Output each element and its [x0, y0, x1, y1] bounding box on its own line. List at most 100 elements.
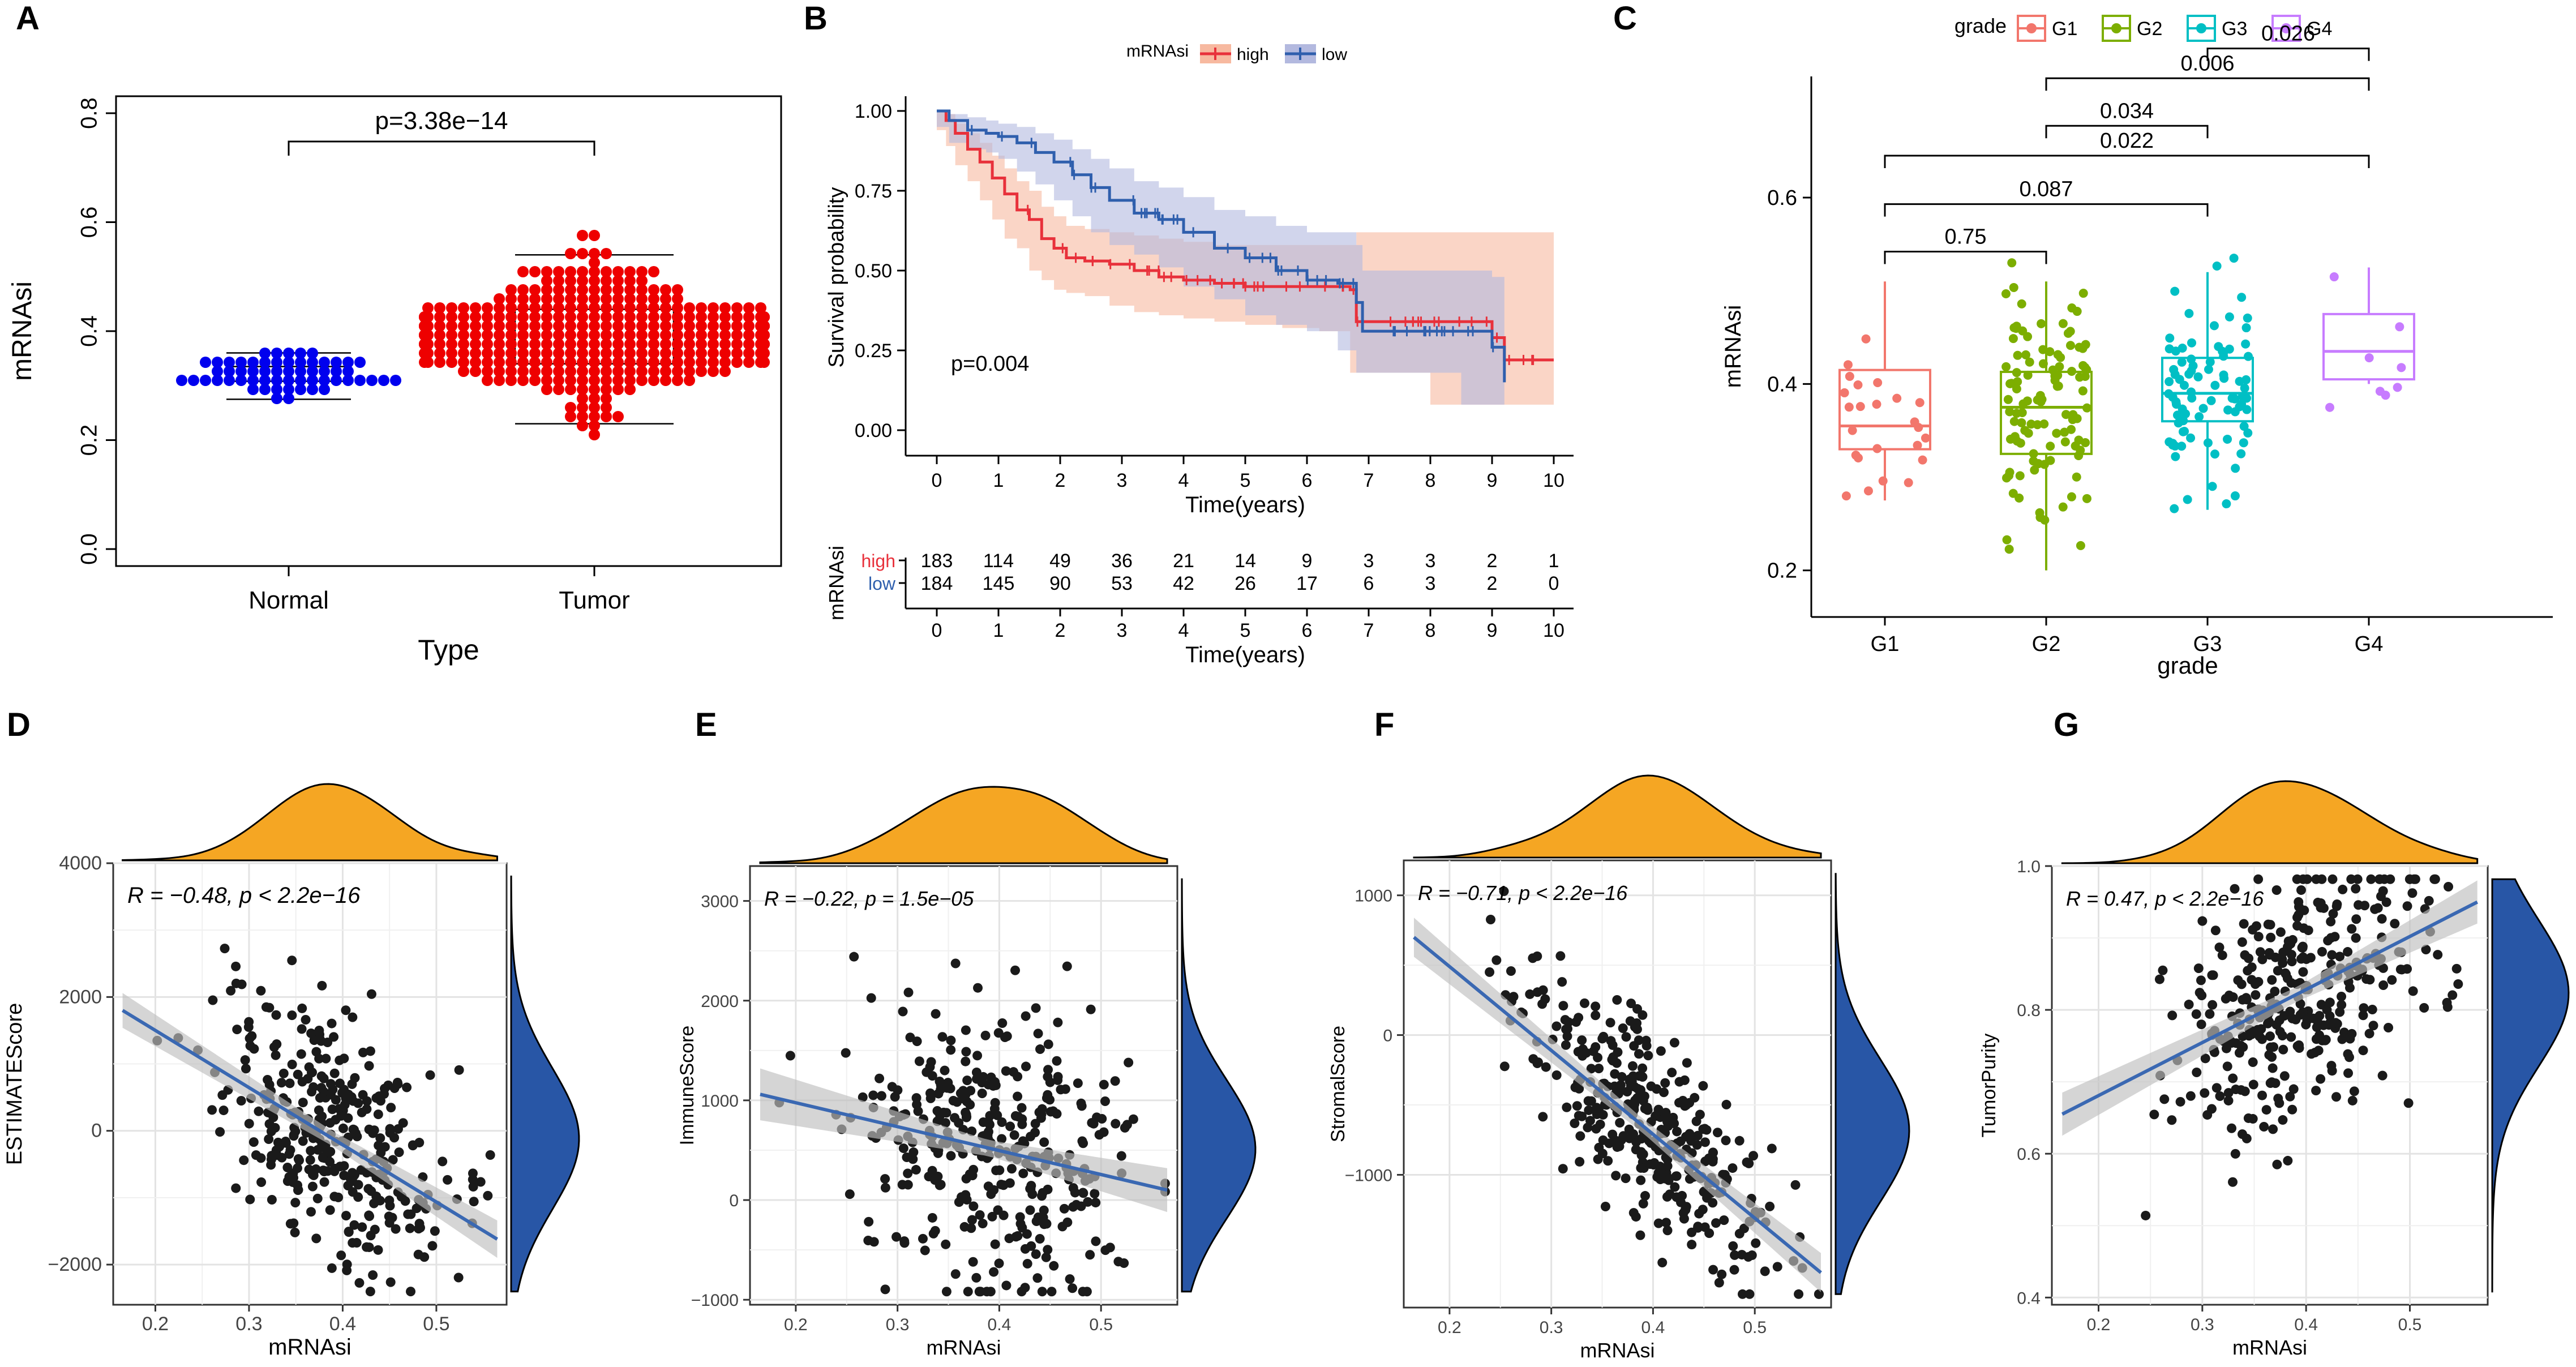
data-point: [2227, 1123, 2237, 1133]
data-point: [267, 1195, 277, 1205]
data-point: [494, 375, 505, 386]
x-tick-label: 0.4: [1641, 1318, 1665, 1337]
data-point: [920, 1245, 930, 1255]
data-point: [2377, 1070, 2388, 1081]
data-point: [1584, 1105, 1594, 1115]
risk-count-high: 3: [1364, 550, 1374, 572]
data-point: [2278, 958, 2288, 969]
marginal-density-top: [1413, 774, 1822, 859]
data-point: [470, 348, 481, 359]
data-point: [1682, 1058, 1692, 1068]
data-point: [2364, 1029, 2374, 1039]
data-point: [2231, 1085, 2241, 1095]
data-point: [684, 348, 695, 359]
data-point: [980, 1030, 991, 1040]
data-point: [1621, 1032, 1631, 1042]
data-point: [285, 1078, 295, 1089]
data-point: [1586, 1096, 1596, 1106]
data-point: [624, 320, 636, 332]
data-point: [648, 338, 659, 350]
data-point: [434, 357, 445, 368]
data-point: [329, 1032, 339, 1042]
data-point: [2035, 513, 2045, 522]
data-point: [2210, 925, 2221, 936]
data-point: [987, 1211, 997, 1222]
data-point: [1002, 1031, 1012, 1042]
data-point: [612, 411, 624, 422]
data-point: [319, 357, 330, 368]
data-point: [2170, 370, 2180, 379]
data-point: [1695, 1109, 1705, 1120]
data-point: [553, 384, 564, 395]
data-point: [494, 302, 505, 314]
data-point: [348, 1012, 358, 1022]
data-point: [2325, 997, 2335, 1008]
data-point: [2053, 350, 2063, 359]
x-tick-label: 0.2: [784, 1315, 808, 1334]
data-point: [1636, 1175, 1646, 1185]
data-point: [1748, 1151, 1759, 1161]
data-point: [2217, 950, 2227, 961]
x-tick-label: 0.5: [1743, 1318, 1767, 1337]
risk-x-tick-label: 1: [993, 620, 1004, 641]
data-point: [2347, 1095, 2358, 1105]
x-tick-label: G4: [2355, 632, 2384, 656]
risk-x-tick-label: 2: [1055, 620, 1066, 641]
data-point: [1671, 1171, 1682, 1181]
data-point: [505, 338, 517, 350]
data-point: [317, 1111, 327, 1121]
data-point: [577, 420, 588, 431]
risk-count-low: 26: [1235, 573, 1256, 594]
risk-x-tick-label: 4: [1178, 620, 1189, 641]
data-point: [2206, 396, 2216, 405]
data-point: [2170, 504, 2179, 513]
data-point: [1844, 402, 1854, 412]
data-point: [946, 1035, 956, 1045]
data-point: [2211, 1083, 2222, 1093]
data-point: [1717, 1269, 1727, 1279]
data-point: [731, 357, 743, 368]
data-point: [2197, 991, 2207, 1001]
data-point: [601, 248, 612, 259]
data-point: [2397, 363, 2406, 372]
data-point: [307, 348, 318, 359]
data-point: [589, 366, 600, 377]
data-point: [1622, 1087, 1632, 1097]
data-point: [758, 311, 770, 323]
data-point: [1068, 1202, 1078, 1212]
data-point: [937, 1032, 948, 1042]
risk-count-low: 17: [1296, 573, 1318, 594]
data-point: [553, 375, 564, 386]
data-point: [2301, 1019, 2311, 1030]
data-point: [2186, 433, 2196, 443]
data-point: [1734, 1228, 1745, 1239]
data-point: [959, 1222, 970, 1232]
data-point: [2037, 319, 2046, 328]
data-point: [2054, 382, 2063, 391]
data-point: [961, 1025, 971, 1035]
data-point: [1848, 426, 1857, 435]
data-point: [2183, 495, 2192, 504]
data-point: [2265, 1031, 2275, 1042]
data-point: [2248, 1057, 2258, 1068]
data-point: [1027, 1189, 1038, 1199]
data-point: [2335, 952, 2345, 962]
data-point: [2045, 347, 2055, 357]
data-point: [298, 1098, 308, 1108]
data-point: [1538, 1112, 1548, 1122]
data-point: [295, 375, 306, 386]
data-point: [1863, 486, 1873, 496]
data-point: [1687, 1240, 1697, 1250]
data-point: [589, 429, 600, 440]
data-point: [319, 1167, 329, 1177]
data-point: [362, 1242, 372, 1252]
data-point: [1532, 951, 1542, 961]
data-point: [529, 302, 541, 314]
data-point: [541, 284, 552, 295]
data-point: [541, 311, 552, 323]
data-point: [358, 1090, 368, 1100]
data-point: [972, 1051, 983, 1061]
data-point: [2302, 874, 2312, 884]
data-point: [2338, 884, 2348, 894]
data-point: [636, 275, 648, 286]
